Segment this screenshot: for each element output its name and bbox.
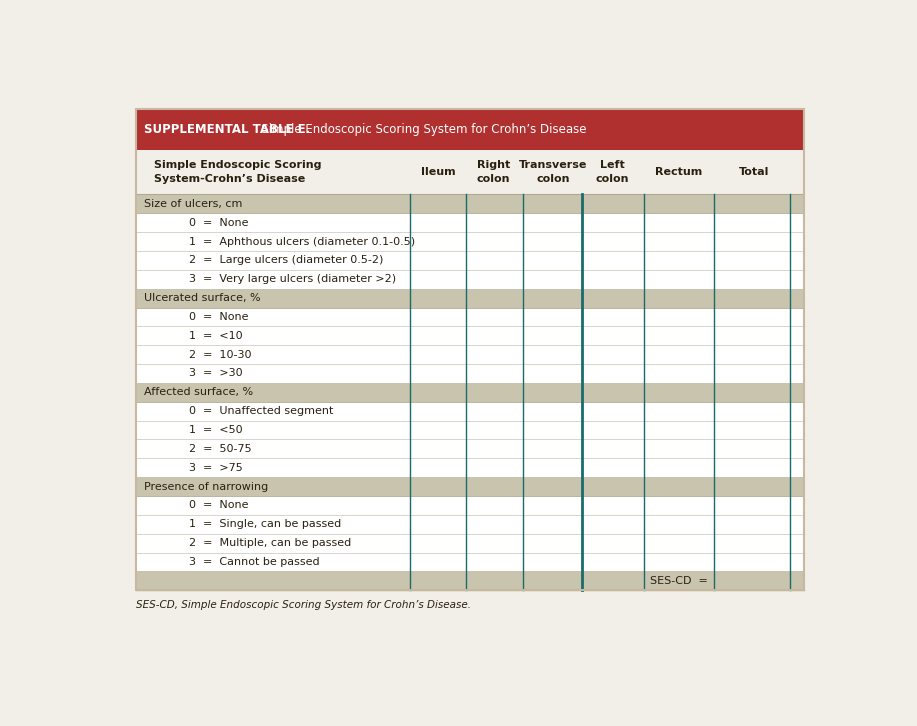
- Bar: [136, 213, 804, 232]
- Text: Affected surface, %: Affected surface, %: [145, 388, 254, 397]
- Text: 1  =  Aphthous ulcers (diameter 0.1-0.5): 1 = Aphthous ulcers (diameter 0.1-0.5): [189, 237, 415, 247]
- Text: 2  =  Large ulcers (diameter 0.5-2): 2 = Large ulcers (diameter 0.5-2): [189, 256, 383, 266]
- Text: 0  =  None: 0 = None: [189, 500, 249, 510]
- Bar: [136, 458, 804, 477]
- Bar: [136, 571, 804, 590]
- Bar: [136, 110, 804, 150]
- Text: 3  =  >30: 3 = >30: [189, 369, 243, 378]
- Bar: [136, 477, 804, 496]
- Text: 0  =  None: 0 = None: [189, 312, 249, 322]
- Bar: [136, 110, 804, 590]
- Bar: [136, 552, 804, 571]
- Bar: [136, 383, 804, 401]
- Text: 0  =  None: 0 = None: [189, 218, 249, 228]
- Bar: [136, 534, 804, 552]
- Text: Ulcerated surface, %: Ulcerated surface, %: [145, 293, 261, 303]
- Bar: [136, 150, 804, 195]
- Bar: [136, 439, 804, 458]
- Text: 3  =  Very large ulcers (diameter >2): 3 = Very large ulcers (diameter >2): [189, 274, 396, 285]
- Text: 2  =  50-75: 2 = 50-75: [189, 444, 252, 454]
- Bar: [136, 327, 804, 346]
- Text: SUPPLEMENTAL TABLE E.: SUPPLEMENTAL TABLE E.: [145, 123, 311, 136]
- Text: SES-CD  =: SES-CD =: [650, 576, 708, 586]
- Text: Presence of narrowing: Presence of narrowing: [145, 481, 269, 492]
- Text: Simple Endoscopic Scoring
System-Crohn’s Disease: Simple Endoscopic Scoring System-Crohn’s…: [154, 160, 321, 184]
- Text: Left
colon: Left colon: [595, 160, 629, 184]
- Text: 0  =  Unaffected segment: 0 = Unaffected segment: [189, 406, 334, 416]
- Text: 2  =  10-30: 2 = 10-30: [189, 350, 252, 359]
- Bar: [136, 496, 804, 515]
- Bar: [136, 308, 804, 327]
- Text: Rectum: Rectum: [655, 167, 702, 177]
- Text: Ileum: Ileum: [421, 167, 456, 177]
- Bar: [136, 270, 804, 289]
- Bar: [136, 251, 804, 270]
- Text: 2  =  Multiple, can be passed: 2 = Multiple, can be passed: [189, 538, 351, 548]
- Bar: [136, 420, 804, 439]
- Text: Total: Total: [739, 167, 769, 177]
- Text: 3  =  Cannot be passed: 3 = Cannot be passed: [189, 557, 320, 567]
- Bar: [136, 364, 804, 383]
- Text: 1  =  Single, can be passed: 1 = Single, can be passed: [189, 519, 341, 529]
- Text: Simple Endoscopic Scoring System for Crohn’s Disease: Simple Endoscopic Scoring System for Cro…: [249, 123, 586, 136]
- Text: Right
colon: Right colon: [477, 160, 510, 184]
- Text: Size of ulcers, cm: Size of ulcers, cm: [145, 199, 243, 209]
- Text: 1  =  <10: 1 = <10: [189, 331, 243, 340]
- Bar: [136, 195, 804, 213]
- Bar: [136, 346, 804, 364]
- Bar: [136, 515, 804, 534]
- Bar: [136, 289, 804, 308]
- Text: 3  =  >75: 3 = >75: [189, 462, 243, 473]
- Bar: [136, 401, 804, 420]
- Bar: [136, 195, 804, 590]
- Text: SES-CD, Simple Endoscopic Scoring System for Crohn’s Disease.: SES-CD, Simple Endoscopic Scoring System…: [136, 600, 471, 611]
- Text: Transverse
colon: Transverse colon: [519, 160, 587, 184]
- Bar: [136, 232, 804, 251]
- Text: 1  =  <50: 1 = <50: [189, 425, 243, 435]
